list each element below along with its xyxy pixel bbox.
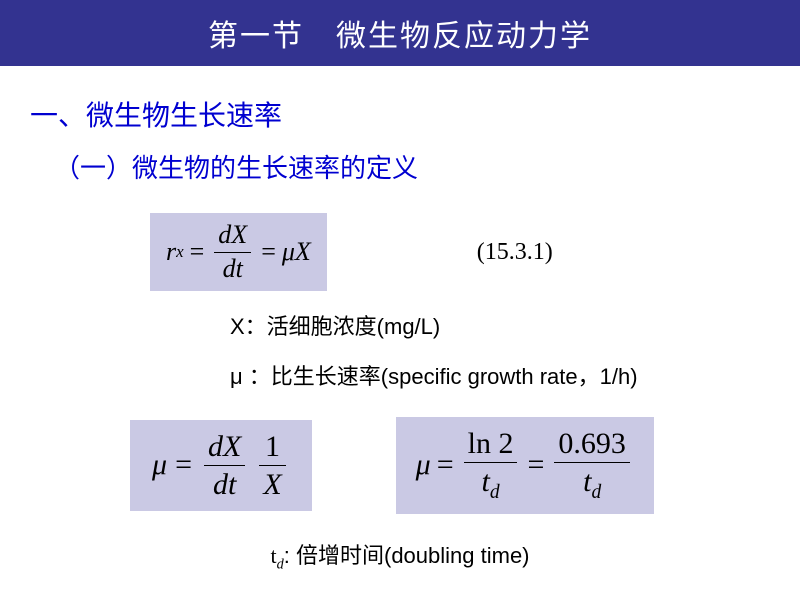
eq3-f1-den-var: t <box>482 465 490 498</box>
eq3-equals-1: = <box>437 448 454 482</box>
td-sub: d <box>277 556 284 572</box>
td-label: : 倍增时间(doubling time) <box>284 543 530 568</box>
eq3-fraction-2: 0.693 td <box>554 427 630 503</box>
eq1-frac-den: dt <box>219 255 247 284</box>
eq2-f2-den: X <box>259 468 285 501</box>
eq3-equals-2: = <box>527 448 544 482</box>
eq3-f2-den-sub: d <box>591 482 601 503</box>
equation-number-1: (15.3.1) <box>477 239 553 266</box>
eq3-fraction-1: ln 2 td <box>464 427 518 503</box>
equation-row-2: μ = dX dt 1 X μ = ln 2 td = <box>30 417 770 513</box>
fraction-bar <box>259 465 285 466</box>
eq3-f1-den: td <box>478 465 504 503</box>
equation-row-1: rx = dX dt = μX (15.3.1) <box>150 213 770 291</box>
eq2-f1-num: dX <box>204 430 245 463</box>
eq1-rhs: μX <box>282 237 311 267</box>
slide-title: 第一节 微生物反应动力学 <box>208 11 592 55</box>
eq2-f2-num: 1 <box>261 430 284 463</box>
eq1-lhs-sub: x <box>176 242 184 262</box>
equation-3: μ = ln 2 td = 0.693 td <box>396 417 654 513</box>
definition-x: X：活细胞浓度(mg/L) <box>230 309 770 341</box>
equation-1: rx = dX dt = μX <box>150 213 327 291</box>
eq1-lhs-var: r <box>166 237 176 267</box>
eq3-f1-den-sub: d <box>490 482 500 503</box>
eq1-equals-2: = <box>261 237 276 267</box>
eq2-fraction-1: dX dt <box>204 430 245 501</box>
definition-td: td: 倍增时间(doubling time) <box>30 538 770 573</box>
section-heading-1: 一、微生物生长速率 <box>30 94 770 134</box>
eq1-fraction: dX dt <box>214 221 251 283</box>
fraction-bar <box>554 462 630 463</box>
eq3-f2-num: 0.693 <box>554 427 630 460</box>
eq3-lhs: μ <box>416 448 431 482</box>
eq1-frac-num: dX <box>214 221 251 250</box>
eq3-f1-num: ln 2 <box>464 427 518 460</box>
slide-header: 第一节 微生物反应动力学 <box>0 0 800 66</box>
eq2-fraction-2: 1 X <box>259 430 285 501</box>
equation-2: μ = dX dt 1 X <box>130 420 312 511</box>
eq2-lhs: μ <box>152 448 167 482</box>
fraction-bar <box>214 252 251 253</box>
eq2-f1-den: dt <box>209 468 240 501</box>
eq1-equals-1: = <box>190 237 205 267</box>
fraction-bar <box>464 462 518 463</box>
eq3-f2-den: td <box>579 465 605 503</box>
slide-content: 一、微生物生长速率 （一）微生物的生长速率的定义 rx = dX dt = μX… <box>0 66 800 573</box>
section-heading-2: （一）微生物的生长速率的定义 <box>54 148 770 185</box>
eq2-equals: = <box>175 448 192 482</box>
fraction-bar <box>204 465 245 466</box>
definition-mu: μ ：比生长速率(specific growth rate，1/h) <box>230 359 770 391</box>
